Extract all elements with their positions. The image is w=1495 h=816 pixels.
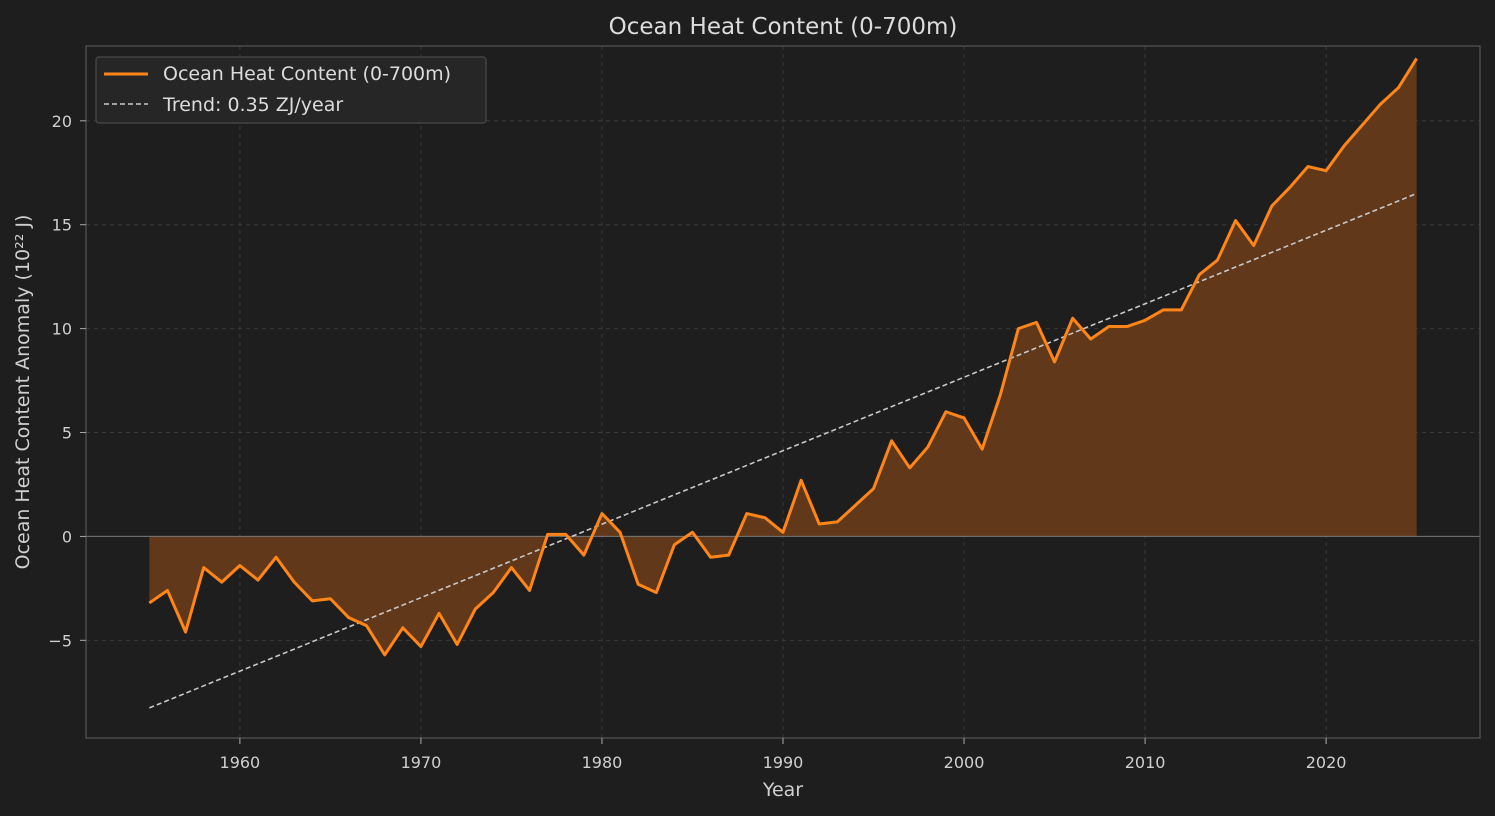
y-axis-ticks: −5 0 5 10 15 20 <box>48 112 86 650</box>
chart-title: Ocean Heat Content (0-700m) <box>609 14 958 40</box>
data-points <box>149 58 1417 655</box>
y-tick-label-3: 10 <box>52 320 72 339</box>
y-tick-label-2: 5 <box>62 424 72 443</box>
x-tick-label-1970: 1970 <box>401 753 442 772</box>
x-axis-ticks: 1960 1970 1980 1990 2000 2010 2020 <box>220 738 1347 772</box>
area-fill-ocean-heat <box>149 58 1417 655</box>
x-axis-label: Year <box>762 779 803 801</box>
y-tick-label-1: 0 <box>62 527 72 546</box>
x-tick-label-1980: 1980 <box>582 753 623 772</box>
x-tick-label-1990: 1990 <box>763 753 804 772</box>
x-tick-label-2010: 2010 <box>1125 753 1166 772</box>
legend: Ocean Heat Content (0-700m) Trend: 0.35 … <box>95 56 487 124</box>
x-tick-label-1960: 1960 <box>220 753 261 772</box>
legend-label-trend: Trend: 0.35 ZJ/year <box>162 94 343 116</box>
y-tick-label-4: 15 <box>52 216 72 235</box>
y-tick-label-5: 20 <box>52 112 72 131</box>
x-tick-label-2020: 2020 <box>1306 753 1347 772</box>
x-tick-label-2000: 2000 <box>944 753 985 772</box>
y-axis-label: Ocean Heat Content Anomaly (10²² J) <box>12 215 34 570</box>
legend-box <box>95 56 487 124</box>
legend-label-ocean-heat: Ocean Heat Content (0-700m) <box>163 63 451 85</box>
y-tick-label-0: −5 <box>48 631 72 650</box>
